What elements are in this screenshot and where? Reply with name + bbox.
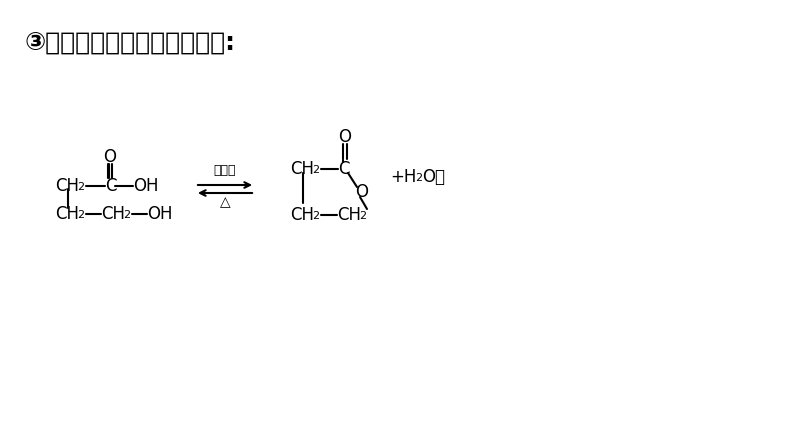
- Text: OH: OH: [147, 205, 172, 223]
- Text: △: △: [220, 195, 230, 209]
- Text: 2: 2: [123, 210, 130, 220]
- Text: +H: +H: [390, 168, 416, 186]
- Text: O: O: [103, 148, 117, 166]
- Text: 2: 2: [312, 211, 319, 221]
- Text: O: O: [356, 183, 368, 201]
- Text: 2: 2: [77, 182, 84, 192]
- Text: CH: CH: [290, 160, 314, 178]
- Text: OH: OH: [133, 177, 159, 195]
- Text: CH: CH: [337, 206, 361, 224]
- Text: CH: CH: [101, 205, 125, 223]
- Text: CH: CH: [55, 177, 79, 195]
- Text: O: O: [338, 128, 352, 146]
- Text: 2: 2: [312, 165, 319, 175]
- Text: ③羟基酸分子内脱水形成环酯:: ③羟基酸分子内脱水形成环酯:: [25, 32, 236, 56]
- Text: C: C: [105, 177, 117, 195]
- Text: CH: CH: [55, 205, 79, 223]
- Text: 2: 2: [77, 210, 84, 220]
- Text: 浓硫酸: 浓硫酸: [214, 164, 237, 177]
- Text: 2: 2: [359, 211, 366, 221]
- Text: CH: CH: [290, 206, 314, 224]
- Text: C: C: [338, 160, 349, 178]
- Text: O。: O。: [422, 168, 445, 186]
- Text: 2: 2: [415, 173, 422, 183]
